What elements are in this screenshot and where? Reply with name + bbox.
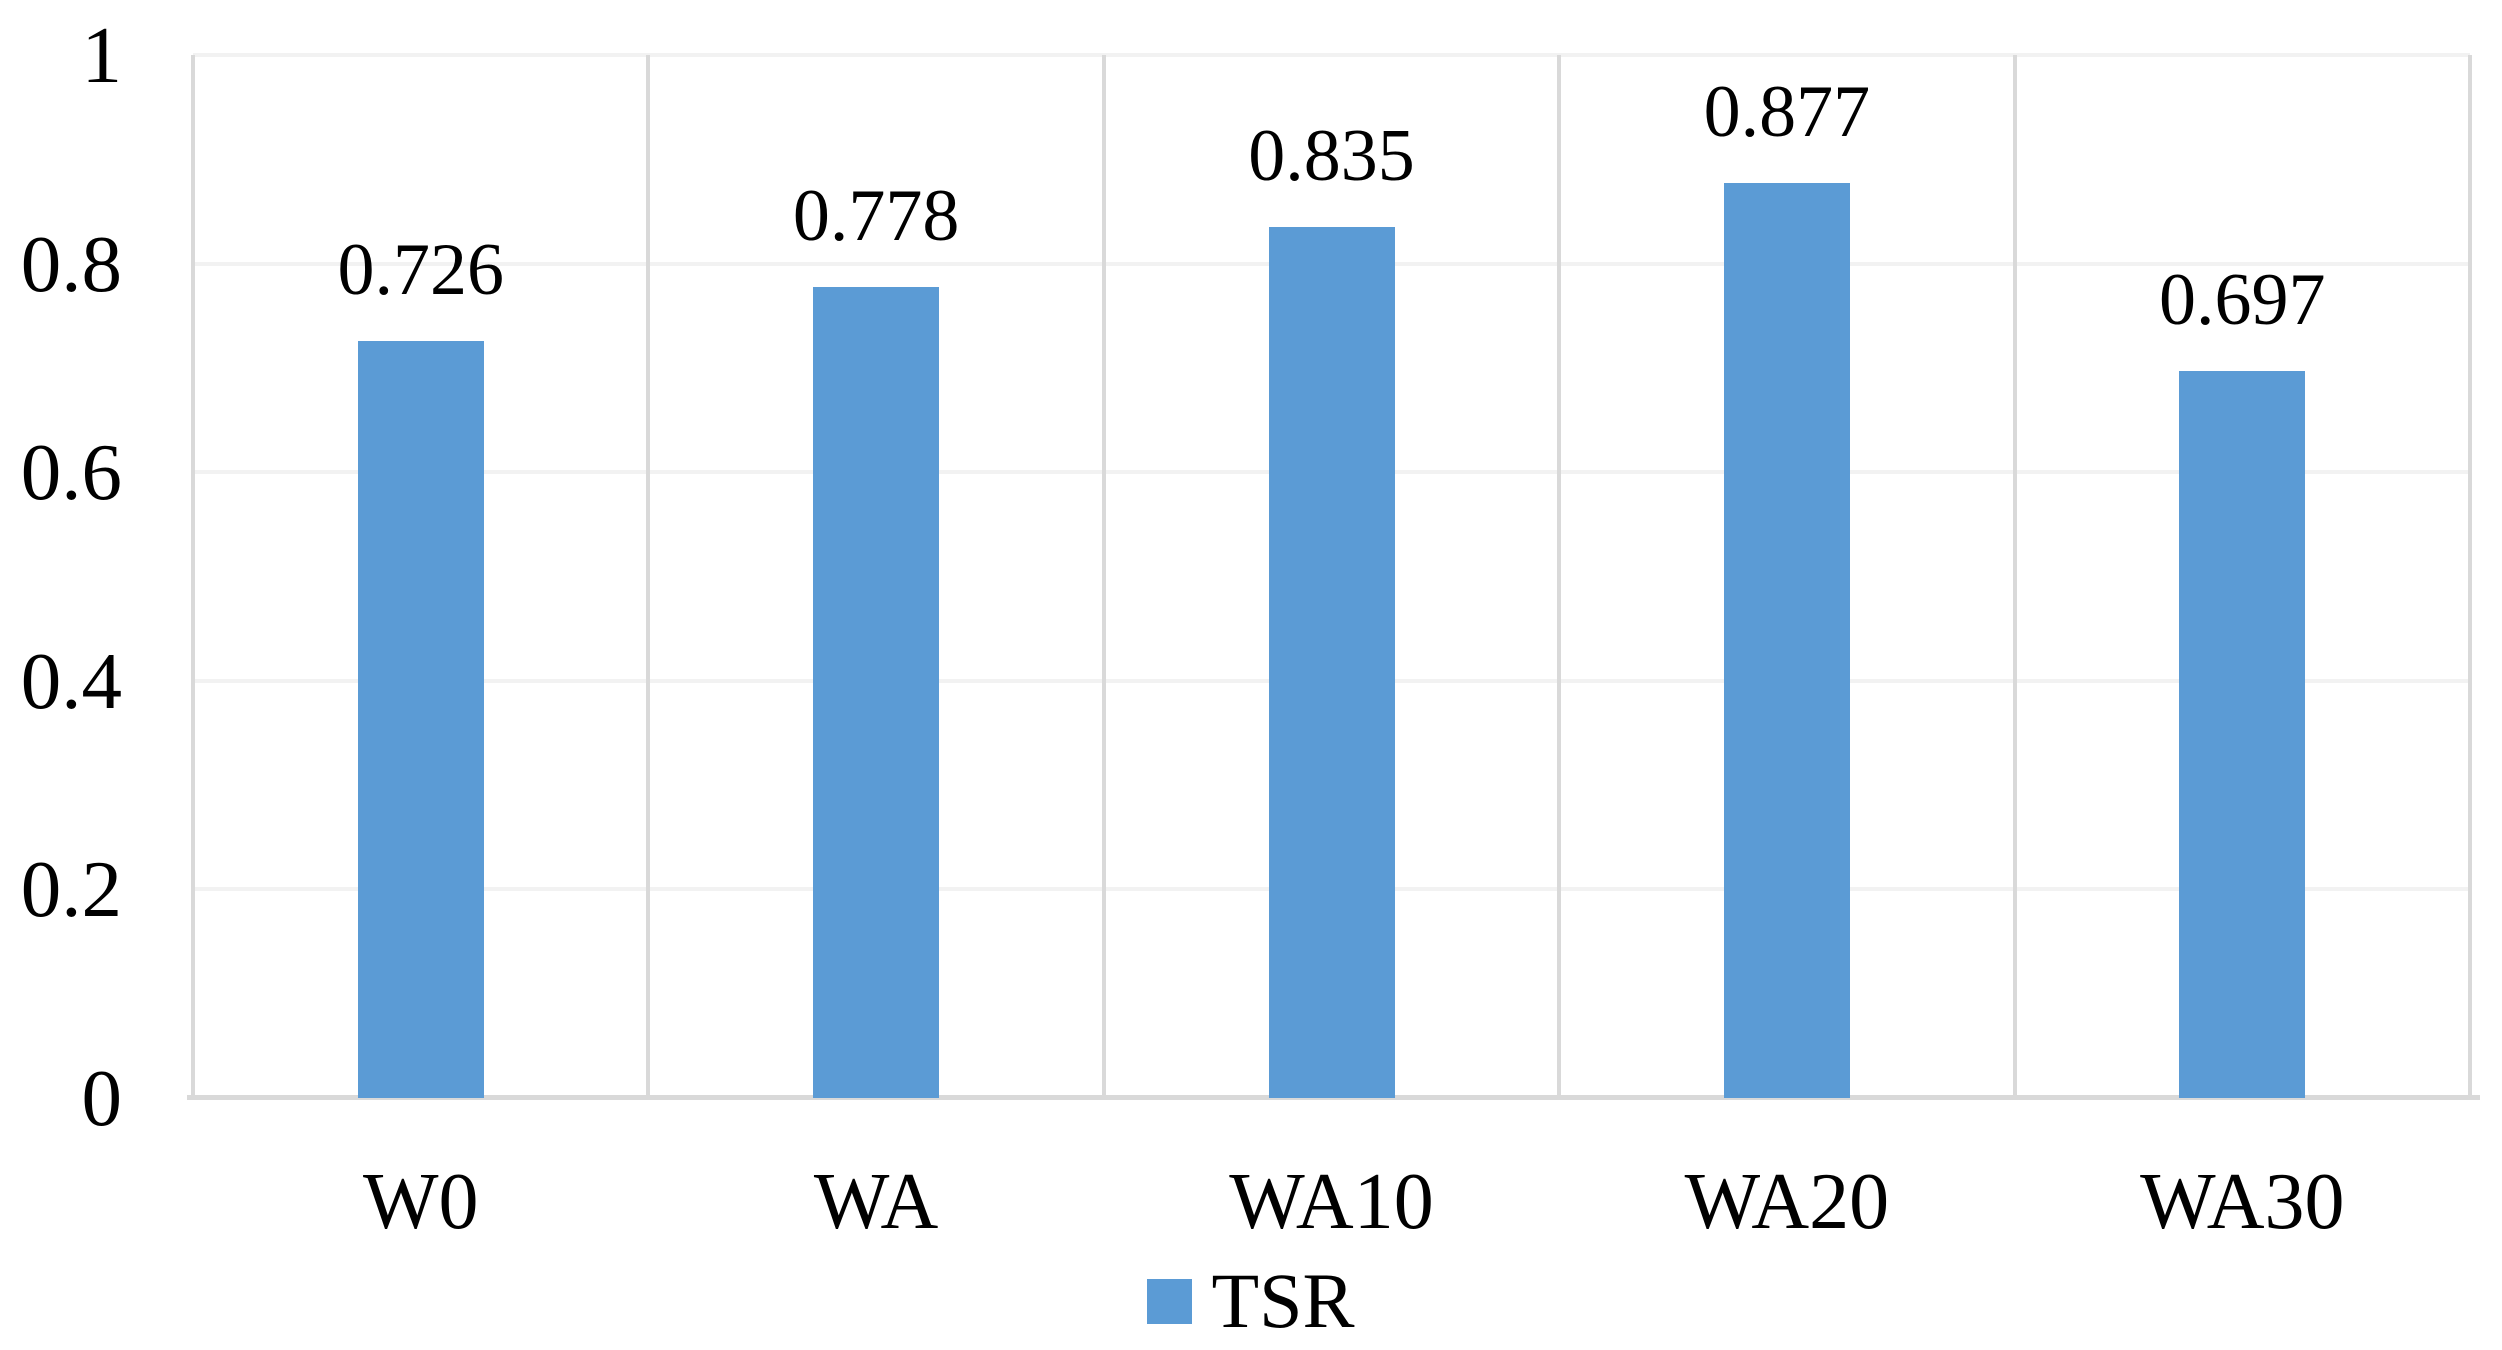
bar-WA [813,286,940,1098]
legend-swatch-tsr [1147,1278,1193,1324]
gridline-y-1 [193,53,2470,57]
x-tick-label-W0: W0 [362,1158,479,1246]
x-tick-label-WA10: WA10 [1229,1158,1434,1246]
y-axis-line [191,55,195,1098]
data-label-WA10: 0.835 [1248,115,1415,198]
gridline-x-separator-5 [2468,55,2472,1098]
data-label-W0: 0.726 [337,228,504,311]
bar-W0 [357,340,484,1098]
gridline-x-separator-4 [2012,55,2017,1098]
data-label-WA30: 0.697 [2159,259,2326,342]
legend-label-tsr: TSR [1211,1257,1355,1344]
data-label-WA: 0.778 [792,174,960,257]
y-tick-label-1: 1 [81,10,123,100]
gridline-x-separator-1 [646,55,651,1098]
y-tick-label-0: 0 [81,1053,123,1143]
bar-WA30 [2179,371,2306,1098]
plot-area: 0.726 0.778 0.835 0.877 0.697 [187,53,2480,1100]
x-tick-label-WA30: WA30 [2140,1158,2345,1246]
x-tick-label-WA20: WA20 [1684,1158,1890,1246]
y-tick-label-0.6: 0.6 [20,427,122,518]
y-tick-label-0.4: 0.4 [20,635,122,726]
bar-WA10 [1268,227,1395,1098]
y-tick-label-0.2: 0.2 [20,844,122,935]
bar-WA20 [1723,183,1850,1098]
gridline-x-separator-3 [1557,55,1562,1098]
legend: TSR [0,1256,2502,1346]
data-label-WA20: 0.877 [1703,71,1871,154]
y-tick-label-0.8: 0.8 [20,218,122,309]
x-tick-label-WA: WA [813,1158,939,1246]
gridline-x-separator-2 [1101,55,1106,1098]
